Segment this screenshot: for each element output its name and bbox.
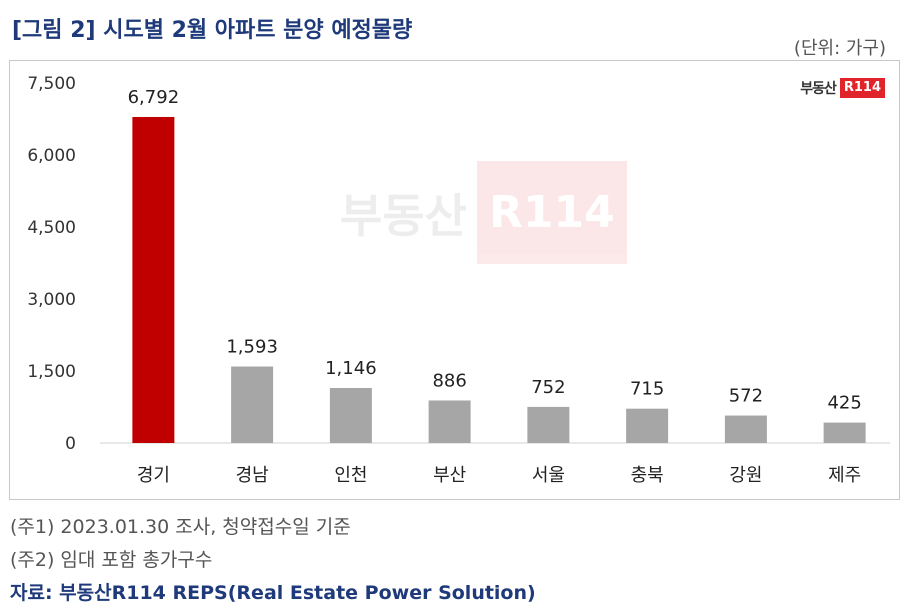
source-line: 자료: 부동산R114 REPS(Real Estate Power Solut…: [10, 582, 536, 604]
x-tick-label: 부산: [433, 465, 466, 486]
footnote-2: (주2) 임대 포함 총가구수: [10, 549, 213, 571]
bar: [132, 116, 175, 443]
x-tick-label: 경남: [236, 465, 269, 486]
x-tick-label: 강원: [729, 465, 762, 486]
data-label: 572: [729, 386, 763, 407]
bar-chart: 0 1,500 3,000 4,500 6,000 7,500 6,792 경기 1,593 경남…: [27, 74, 890, 486]
bar: [527, 406, 570, 443]
data-label: 1,146: [325, 358, 377, 379]
chart-area: 부동산 R114 부동산 R114 0 1,500 3,000 4,500 6,000 7…: [9, 60, 900, 500]
logo-box: R114: [839, 78, 885, 98]
brand-logo: 부동산 R114: [800, 78, 885, 98]
bar: [329, 387, 372, 443]
y-tick-label: 7,500: [27, 74, 76, 94]
x-tick-label: 서울: [532, 465, 565, 486]
data-label: 1,593: [226, 337, 278, 358]
data-label: 6,792: [128, 87, 180, 108]
data-label: 752: [531, 377, 565, 398]
y-tick-label: 6,000: [27, 146, 76, 166]
y-tick-label: 3,000: [27, 290, 76, 310]
data-label: 886: [432, 370, 466, 391]
y-tick-label: 4,500: [27, 218, 76, 238]
unit-label: (단위: 가구): [793, 38, 886, 59]
bar: [724, 415, 767, 443]
data-label: 715: [630, 379, 664, 400]
data-label: 425: [827, 393, 861, 414]
y-tick-label: 0: [65, 434, 76, 454]
chart-title: [그림 2] 시도별 2월 아파트 분양 예정물량: [12, 18, 413, 43]
bar: [231, 366, 274, 443]
x-tick-label: 경기: [137, 465, 170, 486]
bar: [626, 408, 669, 443]
y-tick-label: 1,500: [27, 362, 76, 382]
x-tick-label: 인천: [334, 465, 367, 486]
logo-text: 부동산: [800, 81, 837, 97]
bar: [823, 422, 866, 443]
bar: [428, 400, 471, 443]
x-tick-label: 충북: [631, 465, 664, 486]
footnote-1: (주1) 2023.01.30 조사, 청약접수일 기준: [10, 516, 351, 538]
x-tick-label: 제주: [828, 465, 861, 486]
